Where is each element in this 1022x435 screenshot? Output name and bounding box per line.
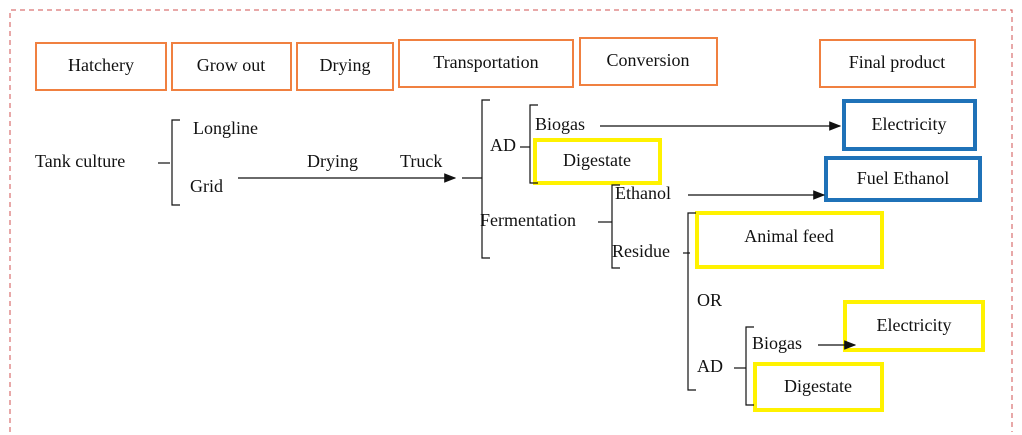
node-label: OR [697,290,722,310]
node-label: AD [697,356,723,376]
node-label: AD [490,135,516,155]
node-label: Digestate [563,150,631,170]
boxes [533,99,985,412]
node-label: Longline [193,118,258,138]
node-label: Biogas [535,114,585,134]
node-label: Fermentation [480,210,576,230]
product-box [843,300,985,352]
product-box [533,138,662,185]
connectors [158,99,857,406]
node-label: Electricity [877,315,952,335]
stage-label: Drying [320,55,371,75]
frame [9,9,1013,432]
bracket [529,104,538,184]
node-label: Ethanol [615,183,671,203]
node-label: Fuel Ethanol [857,168,950,188]
node-label: Truck [400,151,442,171]
product-box [842,99,977,151]
stage-box [171,42,292,91]
node-label: Biogas [752,333,802,353]
node-label: Electricity [872,114,947,134]
stage-label: Final product [849,52,946,72]
node-label: Digestate [784,376,852,396]
stage-box [296,42,394,91]
bracket [171,119,180,206]
bracket [481,99,490,259]
node-label: Drying [307,151,358,171]
stage-label: Hatchery [68,55,134,75]
stage-box [398,39,574,88]
stages: Hatchery Grow out Drying Transportation … [35,37,976,91]
node-label: Animal feed [744,226,833,246]
stage-label: Transportation [433,52,538,72]
labels: Tank culture Longline Grid Drying Truck … [35,114,951,396]
bracket [687,212,696,391]
stage-box [819,39,976,88]
product-box [695,211,884,269]
product-box [824,156,982,202]
stage-box [35,42,167,91]
stage-label: Grow out [197,55,266,75]
node-label: Grid [190,176,223,196]
bracket [611,184,620,269]
node-label: Residue [612,241,670,261]
node-label: Tank culture [35,151,125,171]
product-box [753,362,884,412]
stage-label: Conversion [607,50,690,70]
bracket [745,326,754,406]
stage-box [579,37,718,86]
